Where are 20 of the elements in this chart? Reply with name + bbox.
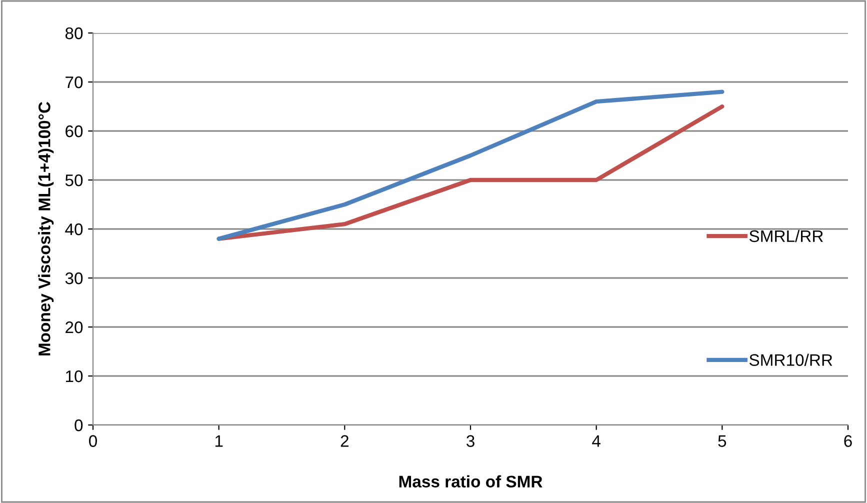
y-axis-title: Mooney Viscosity ML(1+4)100°C <box>38 102 54 356</box>
x-axis-title: Mass ratio of SMR <box>399 475 542 488</box>
x-tick-label: 1 <box>215 435 223 447</box>
y-tick-label: 70 <box>66 76 83 88</box>
y-tick-label: 80 <box>65 27 83 40</box>
x-tick-label: 6 <box>844 435 852 447</box>
x-tick-label: 5 <box>718 435 726 447</box>
x-tick-label: 3 <box>466 435 474 447</box>
legend-label: SMR10/RR <box>749 354 832 366</box>
x-tick-label: 0 <box>89 435 97 447</box>
y-tick-label: 0 <box>74 419 83 432</box>
x-tick-label: 4 <box>592 435 600 447</box>
y-tick-label: 60 <box>66 125 83 138</box>
y-tick-label: 30 <box>65 272 83 284</box>
legend-label: SMRL/RR <box>749 230 823 242</box>
y-tick-label: 50 <box>65 174 83 186</box>
y-tick-label: 10 <box>66 370 83 382</box>
x-tick-label: 2 <box>340 435 348 447</box>
y-tick-label: 40 <box>65 223 83 236</box>
y-tick-label: 20 <box>66 321 83 334</box>
